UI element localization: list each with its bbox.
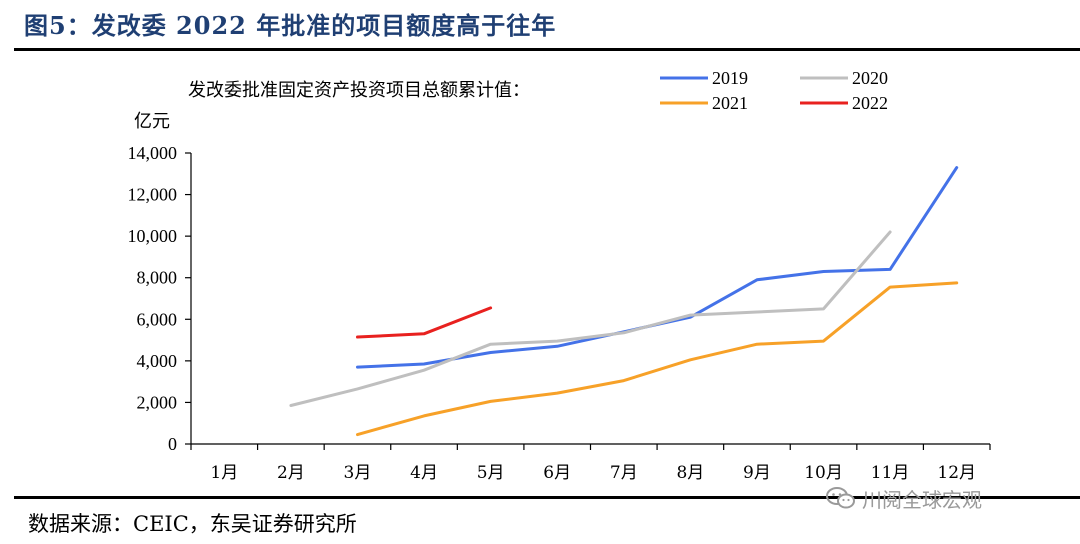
series-line-2020 (289, 230, 892, 407)
x-tick-label: 7月 (610, 463, 638, 483)
x-tick-label: 11月 (871, 463, 910, 483)
y-tick-label: 14,000 (128, 143, 178, 163)
series-line-2021 (356, 281, 959, 437)
series-layer (289, 166, 959, 437)
legend-label: 2021 (712, 93, 748, 113)
legend: 2019 2020 2021 2022 (660, 68, 888, 113)
y-tick-label: 2,000 (137, 392, 178, 412)
axes: 0 2,000 4,000 6,000 8,000 10,000 12,000 14,000 1… (128, 143, 991, 483)
y-tick-label: 0 (168, 434, 177, 454)
x-tick-label: 12月 (937, 463, 976, 483)
x-tick-label: 5月 (477, 463, 505, 483)
x-tick-label: 8月 (676, 463, 704, 483)
x-tick-label: 2月 (277, 463, 305, 483)
series-line-2022 (356, 306, 493, 339)
y-tick-label: 4,000 (137, 351, 178, 371)
legend-item-2020: 2020 (800, 68, 888, 88)
x-tick-label: 9月 (743, 463, 771, 483)
figure-title: 图5：发改委 2022 年批准的项目额度高于往年 (24, 11, 557, 40)
legend-label: 2020 (852, 68, 888, 88)
x-tick-label: 1月 (210, 463, 238, 483)
y-tick-label: 12,000 (128, 185, 178, 205)
y-tick-label: 10,000 (128, 226, 178, 246)
top-rule (14, 48, 1080, 51)
series-line-2019 (356, 166, 959, 369)
legend-item-2019: 2019 (660, 68, 748, 88)
bottom-rule (14, 496, 1080, 499)
watermark: 川阅全球宏观 (826, 478, 1056, 518)
legend-label: 2022 (852, 93, 888, 113)
y-tick-label: 6,000 (137, 309, 178, 329)
y-unit-label: 亿元 (134, 111, 170, 132)
x-tick-label: 10月 (804, 463, 843, 483)
legend-item-2021: 2021 (660, 93, 748, 113)
chart-subtitle: 发改委批准固定资产投资项目总额累计值： (188, 80, 530, 101)
source-note: 数据来源：CEIC，东吴证券研究所 (28, 512, 357, 536)
x-tick-label: 3月 (344, 463, 372, 483)
watermark-text: 川阅全球宏观 (862, 487, 982, 512)
x-tick-label: 6月 (543, 463, 571, 483)
legend-item-2022: 2022 (800, 93, 888, 113)
legend-label: 2019 (712, 68, 748, 88)
x-tick-label: 4月 (410, 463, 438, 483)
y-tick-label: 8,000 (137, 268, 178, 288)
wechat-icon (826, 487, 855, 509)
